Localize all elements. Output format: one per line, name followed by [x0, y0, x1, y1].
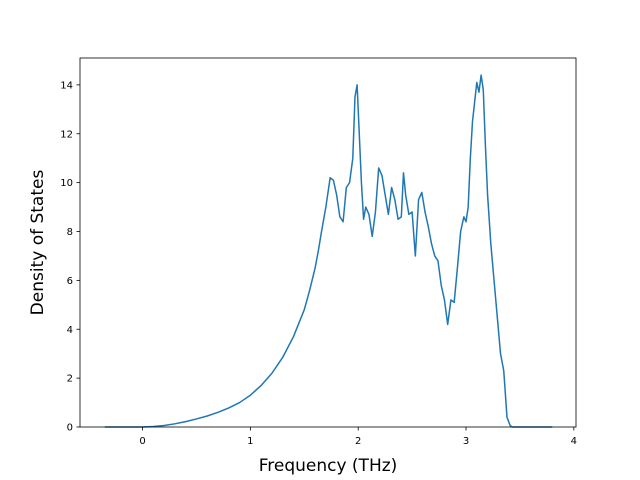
x-tick-label: 0 — [139, 436, 145, 447]
dos-series-line-0 — [104, 74, 553, 428]
x-tick-label: 1 — [247, 436, 253, 447]
x-tick-label: 3 — [463, 436, 469, 447]
y-tick-label: 2 — [67, 374, 73, 385]
x-axis-ticks: 0 1 2 3 4 — [139, 427, 577, 447]
y-tick-label: 10 — [60, 178, 73, 189]
plot-area — [104, 74, 553, 428]
y-tick-label: 6 — [67, 276, 73, 287]
x-tick-label: 2 — [355, 436, 361, 447]
x-tick-label: 4 — [571, 436, 577, 447]
y-tick-label: 8 — [67, 227, 73, 238]
y-axis-label: Density of States — [28, 170, 48, 316]
y-tick-label: 14 — [60, 80, 73, 91]
y-axis-ticks: 0 2 4 6 8 10 12 14 — [60, 80, 80, 434]
y-tick-label: 4 — [67, 325, 73, 336]
y-tick-label: 0 — [67, 423, 73, 434]
axes-frame — [79, 57, 577, 428]
y-tick-label: 12 — [60, 129, 73, 140]
x-axis-label: Frequency (THz) — [259, 456, 398, 476]
